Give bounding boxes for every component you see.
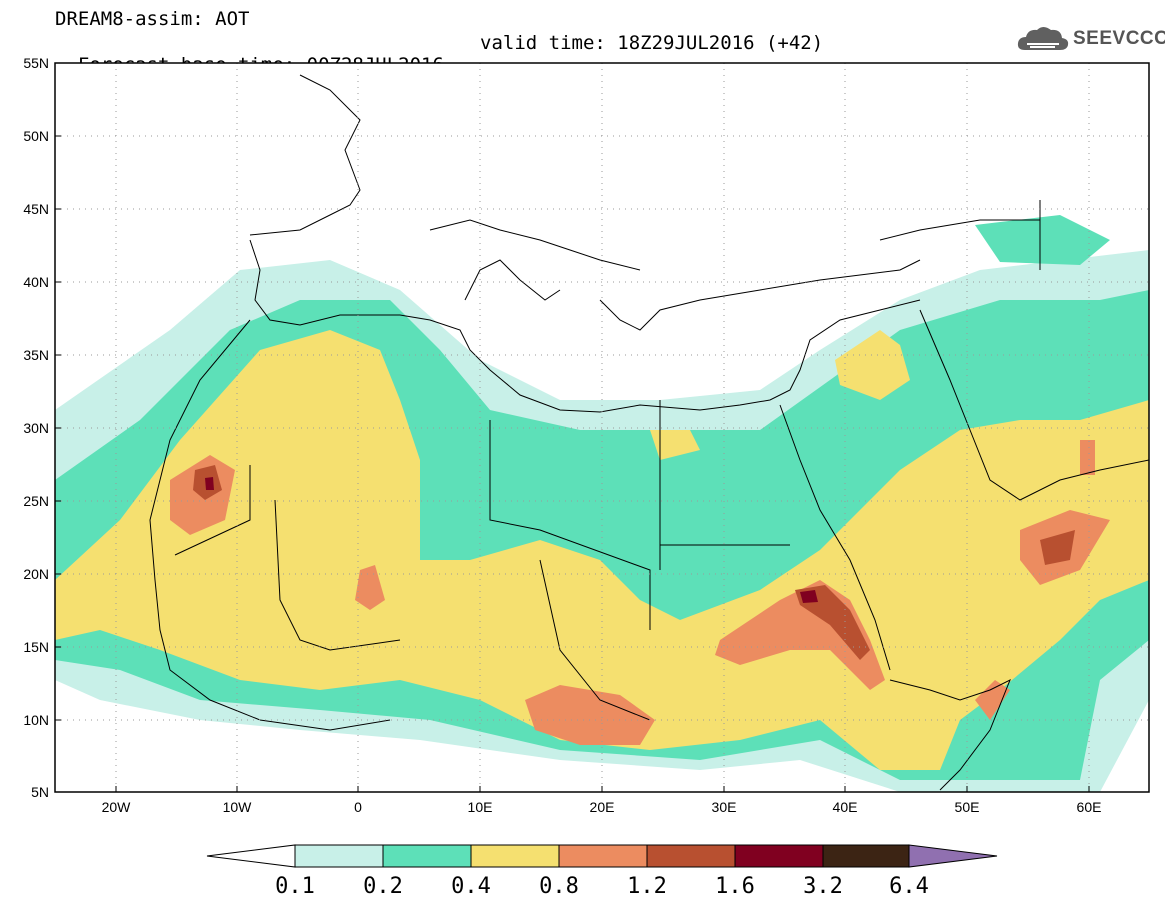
lat-label: 50N (23, 128, 49, 144)
coastlines (149, 74, 1149, 791)
colorbar-label: 1.2 (627, 874, 667, 899)
colorbar-swatch (734, 844, 824, 868)
colorbar-label: 1.6 (715, 874, 755, 899)
valid-time: valid time: 18Z29JUL2016 (+42) (480, 32, 824, 54)
colorbar-swatch (294, 844, 384, 868)
lat-label: 15N (23, 639, 49, 655)
lat-label: 20N (23, 566, 49, 582)
longitude-labels: 20W 10W 0 10E 20E 30E 40E 50E 60E (102, 799, 1102, 815)
lat-label: 35N (23, 347, 49, 363)
colorbar-label: 0.1 (275, 874, 315, 899)
colorbar-label: 6.4 (889, 874, 929, 899)
lon-label: 40E (833, 799, 858, 815)
lon-label: 60E (1077, 799, 1102, 815)
lon-label: 10E (468, 799, 493, 815)
colorbar-label: 3.2 (803, 874, 843, 899)
lon-label: 20W (102, 799, 132, 815)
lat-label: 5N (31, 784, 49, 800)
lon-label: 50E (955, 799, 980, 815)
map-title: DREAM8-assim: AOT (55, 8, 250, 30)
colorbar: 0.1 0.2 0.4 0.8 1.2 1.6 3.2 6.4 (206, 844, 998, 899)
colorbar-label: 0.8 (539, 874, 579, 899)
colorbar-over-arrow (908, 844, 998, 868)
seevccc-logo: SEEVCCC (1015, 22, 1165, 58)
lon-label: 0 (354, 799, 362, 815)
lat-label: 45N (23, 201, 49, 217)
colorbar-swatch (822, 844, 910, 868)
colorbar-label: 0.2 (363, 874, 403, 899)
colorbar-swatch (470, 844, 560, 868)
lat-label: 40N (23, 274, 49, 290)
colorbar-swatch (382, 844, 472, 868)
colorbar-swatch (558, 844, 648, 868)
lon-label: 20E (590, 799, 615, 815)
cloud-icon (1017, 27, 1069, 50)
lat-label: 55N (23, 55, 49, 71)
lon-label: 10W (223, 799, 253, 815)
lon-label: 30E (712, 799, 737, 815)
lat-label: 10N (23, 712, 49, 728)
graticule (55, 63, 1149, 792)
lat-label: 25N (23, 493, 49, 509)
colorbar-label: 0.4 (451, 874, 491, 899)
logo-text: SEEVCCC (1073, 28, 1165, 49)
lat-label: 30N (23, 420, 49, 436)
colorbar-under-arrow (206, 844, 296, 868)
colorbar-swatch (646, 844, 736, 868)
aot-field (55, 63, 1149, 792)
latitude-labels: 55N 50N 45N 40N 35N 30N 25N 20N 15N 10N … (23, 55, 49, 800)
frame-ticks (55, 62, 1090, 793)
